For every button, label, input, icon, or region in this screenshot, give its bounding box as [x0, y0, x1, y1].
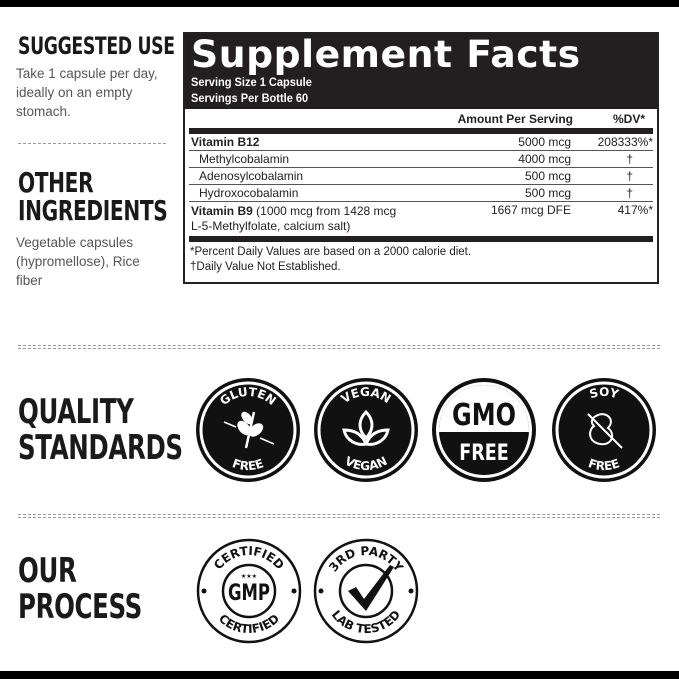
divider [18, 143, 166, 144]
svg-text:GLUTEN: GLUTEN [217, 385, 279, 408]
row-adenosyl: Adenosylcobalamin 500 mcg † [189, 168, 653, 185]
quality-heading-1: QUALITY [18, 392, 134, 432]
other-ingredients-heading-2: INGREDIENTS [18, 194, 168, 227]
svg-text:VEGAN: VEGAN [342, 454, 389, 473]
col-dv: %DV* [612, 112, 645, 126]
svg-text:VEGAN: VEGAN [338, 385, 393, 406]
soy-free-badge: SOY FREE [552, 378, 656, 482]
process-heading-1: OUR [18, 551, 77, 591]
svg-text:FREE: FREE [587, 456, 622, 473]
divider [189, 236, 653, 242]
leaf-icon [342, 409, 390, 446]
footnote-dv: *Percent Daily Values are based on a 200… [190, 246, 472, 258]
svg-text:GMP: GMP [228, 580, 270, 606]
quality-heading-2: STANDARDS [18, 428, 183, 468]
supplement-facts-title: Supplement Facts [191, 33, 581, 76]
divider [18, 345, 660, 349]
lab-tested-badge: 3RD PARTY LAB TESTED [313, 538, 419, 644]
row-methyl: Methylcobalamin 4000 mcg † [189, 151, 653, 168]
other-ingredients-text: Vegetable capsules (hypromellose), Rice … [16, 235, 140, 288]
svg-text:FREE: FREE [459, 440, 509, 465]
footnote-dagger: †Daily Value Not Established. [190, 261, 341, 273]
svg-text:SOY: SOY [588, 385, 621, 401]
suggested-use-text: Take 1 capsule per day, ideally on an em… [16, 66, 158, 119]
soy-crossed-icon [587, 413, 623, 449]
other-ingredients-heading-1: OTHER [18, 166, 94, 199]
suggested-use-heading: SUGGESTED USE [18, 32, 175, 60]
gmo-free-badge: GMO FREE [432, 378, 536, 482]
servings-per: Servings Per Bottle 60 [191, 91, 309, 105]
col-amount: Amount Per Serving [457, 112, 573, 126]
checkmark-icon [348, 565, 394, 611]
row-b12: Vitamin B12 5000 mcg 208333%* [189, 135, 653, 151]
divider [18, 514, 660, 518]
process-heading-2: PROCESS [18, 587, 142, 627]
row-b9: Vitamin B9 (1000 mcg from 1428 mcg L-5-Me… [191, 203, 653, 233]
svg-text:FREE: FREE [231, 456, 266, 473]
gluten-free-badge: GLUTEN FREE [196, 378, 300, 482]
row-hydroxo: Hydroxocobalamin 500 mcg † [189, 185, 653, 202]
stars-icon: ★★★ [241, 573, 257, 580]
svg-text:GMO: GMO [452, 398, 516, 432]
vegan-badge: VEGAN VEGAN [314, 378, 418, 482]
supplement-facts-panel: Supplement Facts Serving Size 1 Capsule … [183, 32, 659, 284]
wheat-crossed-icon [223, 411, 275, 449]
bottom-border [0, 671, 679, 679]
gmp-certified-badge: CERTIFIED CERTIFIED ★★★ GMP [196, 538, 302, 644]
top-border [0, 0, 679, 7]
divider [189, 128, 653, 134]
serving-size: Serving Size 1 Capsule [191, 75, 312, 89]
